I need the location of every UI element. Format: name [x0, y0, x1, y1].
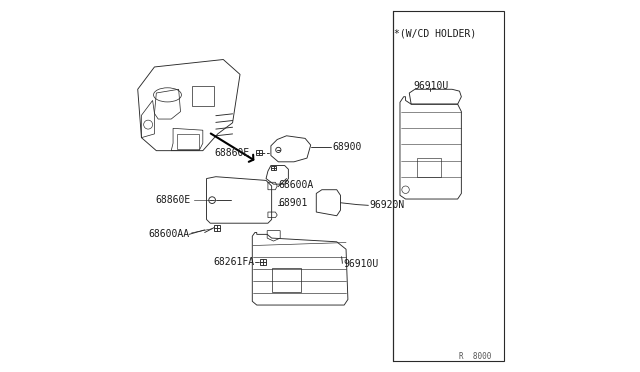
Bar	[177, 134, 199, 149]
Text: 68261FA: 68261FA	[214, 257, 255, 267]
Text: 68901: 68901	[278, 198, 308, 208]
Bar	[417, 158, 441, 177]
Text: 68860E: 68860E	[156, 195, 191, 205]
Text: 96920N: 96920N	[369, 201, 404, 210]
Bar	[271, 166, 276, 170]
Bar	[191, 86, 214, 106]
Bar	[214, 225, 220, 231]
Bar	[392, 11, 504, 361]
Text: 96910U: 96910U	[344, 259, 379, 269]
Bar	[271, 268, 301, 292]
Circle shape	[209, 197, 216, 203]
Text: 68900: 68900	[332, 142, 362, 152]
Text: 96910U: 96910U	[413, 81, 448, 90]
Text: 68860E: 68860E	[215, 148, 250, 158]
Bar	[257, 150, 262, 155]
Text: *(W/CD HOLDER): *(W/CD HOLDER)	[394, 29, 477, 38]
Text: 68600AA: 68600AA	[148, 230, 189, 239]
Bar	[260, 259, 266, 265]
Text: 68600A: 68600A	[278, 180, 314, 190]
Circle shape	[276, 147, 281, 153]
Text: R  8000: R 8000	[459, 352, 491, 361]
